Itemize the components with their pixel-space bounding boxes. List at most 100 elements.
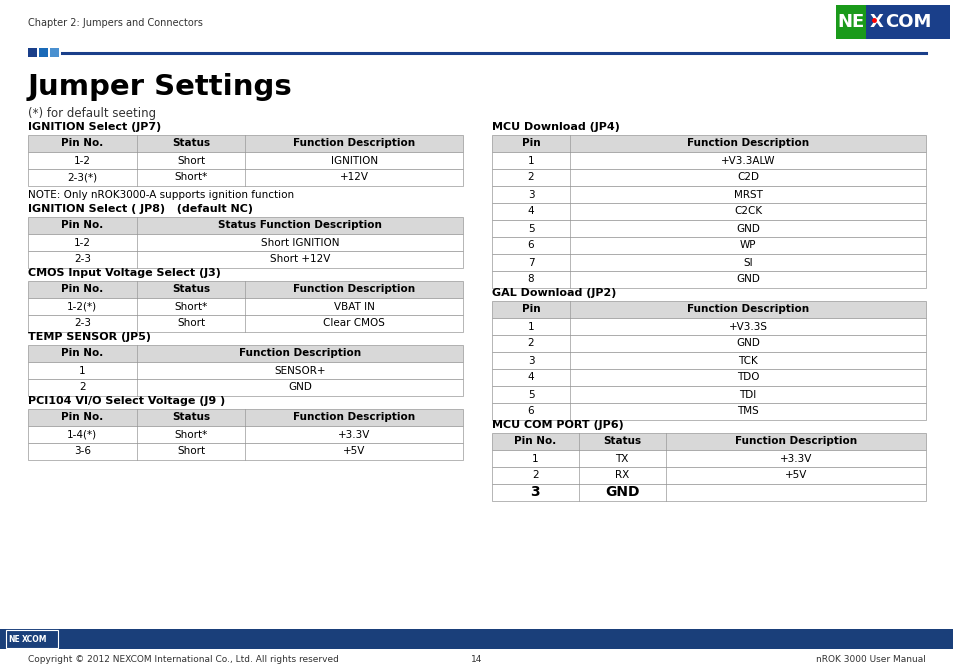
Bar [492,335,925,352]
Text: VBAT IN: VBAT IN [334,302,375,312]
Text: Short*: Short* [174,302,208,312]
Text: +3.3V: +3.3V [779,454,811,464]
Text: GND: GND [736,339,760,349]
Text: 5: 5 [527,224,534,233]
Text: Function Description: Function Description [293,413,415,423]
Bar [28,281,462,298]
Text: TX: TX [615,454,628,464]
Text: PCI104 VI/O Select Voltage (J9 ): PCI104 VI/O Select Voltage (J9 ) [28,396,225,406]
Text: 8: 8 [527,274,534,284]
Text: NE: NE [8,634,20,644]
Text: Pin: Pin [521,138,539,149]
Text: MRST: MRST [733,190,761,200]
Text: TCK: TCK [738,355,757,366]
Text: IGNITION Select (JP7): IGNITION Select (JP7) [28,122,161,132]
Text: 2-3(*): 2-3(*) [68,173,97,183]
Bar [492,484,925,501]
Bar [0,629,953,649]
Text: Clear CMOS: Clear CMOS [323,319,385,329]
Text: Status: Status [172,413,210,423]
Text: 1-2(*): 1-2(*) [68,302,97,312]
Bar [492,450,925,467]
Text: Pin: Pin [521,304,539,314]
Text: Pin No.: Pin No. [61,220,103,230]
Text: GND: GND [604,485,639,499]
Text: GND: GND [736,224,760,233]
Text: +V3.3ALW: +V3.3ALW [720,155,775,165]
Text: Status: Status [172,284,210,294]
Bar [6,630,58,648]
Bar [492,369,925,386]
Text: X: X [869,13,882,31]
Text: 2: 2 [527,339,534,349]
Text: Function Description: Function Description [686,304,808,314]
Bar [492,467,925,484]
Bar [492,386,925,403]
Text: Short*: Short* [174,173,208,183]
Text: GND: GND [288,382,312,392]
Text: 2: 2 [527,173,534,183]
Bar [28,443,462,460]
Text: Short: Short [177,155,205,165]
Text: 14: 14 [471,655,482,663]
Bar [492,403,925,420]
Text: Function Description: Function Description [293,284,415,294]
Text: 5: 5 [527,390,534,399]
Text: Status: Status [602,437,640,446]
Text: 2-3: 2-3 [73,255,91,265]
Text: Function Description: Function Description [293,138,415,149]
Text: Function Description: Function Description [238,349,360,358]
Text: Pin No.: Pin No. [61,284,103,294]
Bar [492,352,925,369]
Text: 1: 1 [532,454,538,464]
Text: 6: 6 [527,241,534,251]
Bar [50,48,59,57]
Text: IGNITION: IGNITION [331,155,377,165]
Text: Function Description: Function Description [734,437,856,446]
Bar [28,251,462,268]
Bar [28,217,462,234]
Text: GAL Download (JP2): GAL Download (JP2) [492,288,616,298]
Bar [492,318,925,335]
Bar [28,345,462,362]
Bar [28,379,462,396]
Text: C2D: C2D [737,173,759,183]
Text: COM: COM [883,13,930,31]
Text: TDO: TDO [736,372,759,382]
Bar [28,315,462,332]
Bar [492,254,925,271]
Bar [28,169,462,186]
Text: Short IGNITION: Short IGNITION [260,237,338,247]
Text: XCOM: XCOM [22,634,48,644]
Text: GND: GND [736,274,760,284]
Text: 1: 1 [527,155,534,165]
Bar [492,135,925,152]
Text: 4: 4 [527,206,534,216]
Text: nROK 3000 User Manual: nROK 3000 User Manual [815,655,925,663]
Text: 1-4(*): 1-4(*) [68,429,97,439]
Text: 3: 3 [530,485,539,499]
Bar [835,5,865,39]
Text: Status Function Description: Status Function Description [217,220,381,230]
Text: Function Description: Function Description [686,138,808,149]
Text: NOTE: Only nROK3000-A supports ignition function: NOTE: Only nROK3000-A supports ignition … [28,190,294,200]
Text: 3: 3 [527,190,534,200]
Bar [492,186,925,203]
Text: SI: SI [742,257,752,267]
Text: 3: 3 [527,355,534,366]
Text: Short*: Short* [174,429,208,439]
Text: (*) for default seeting: (*) for default seeting [28,107,156,120]
Bar [28,152,462,169]
Text: 2: 2 [79,382,86,392]
Text: SENSOR+: SENSOR+ [274,366,325,376]
Bar [492,271,925,288]
Bar [28,234,462,251]
Text: MCU COM PORT (JP6): MCU COM PORT (JP6) [492,420,623,430]
Text: C2CK: C2CK [733,206,761,216]
Text: TEMP SENSOR (JP5): TEMP SENSOR (JP5) [28,332,151,342]
Text: CMOS Input Voltage Select (J3): CMOS Input Voltage Select (J3) [28,268,221,278]
Bar [39,48,48,57]
Text: +5V: +5V [783,470,806,480]
Bar [492,433,925,450]
Text: 2-3: 2-3 [73,319,91,329]
